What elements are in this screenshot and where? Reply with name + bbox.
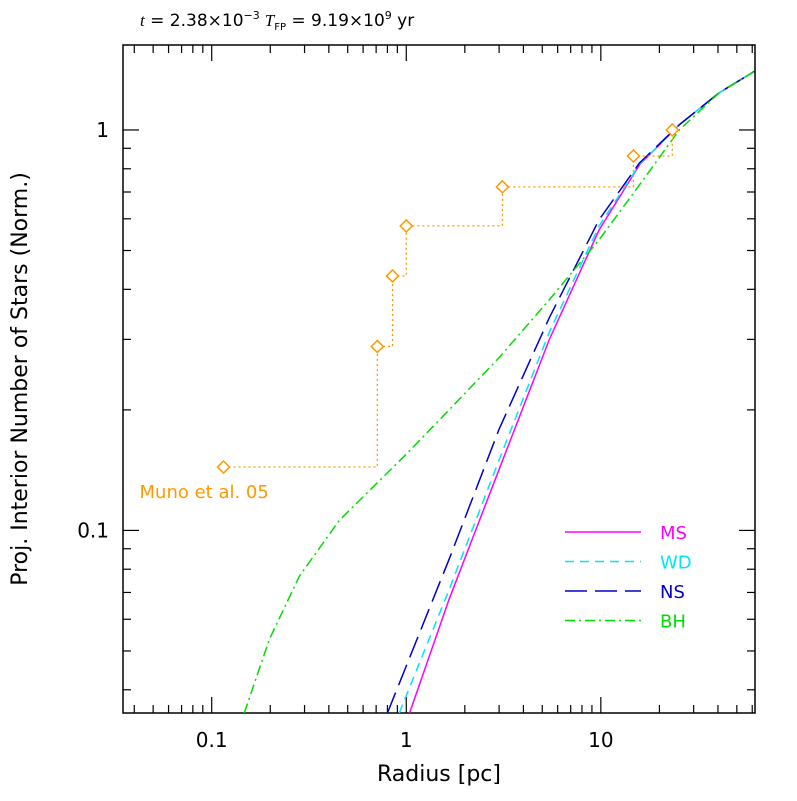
data-point xyxy=(626,148,641,164)
legend-label: WD xyxy=(660,553,692,574)
data-point xyxy=(495,179,510,194)
y-tick-label: 1 xyxy=(96,118,109,142)
title-part: t xyxy=(140,11,146,30)
data-point xyxy=(665,122,680,138)
legend-label: BH xyxy=(660,612,686,633)
plot-area xyxy=(216,70,755,713)
title-part: T xyxy=(265,11,276,30)
x-tick-label: 10 xyxy=(588,728,613,752)
data-point xyxy=(399,218,414,233)
series-label: Muno et al. 05 xyxy=(140,482,269,503)
title-part: = 2.38×10 xyxy=(145,11,244,31)
series-line xyxy=(408,70,755,713)
title-part: 9 xyxy=(385,9,392,22)
data-point xyxy=(385,268,400,284)
x-tick-label: 1 xyxy=(400,728,413,752)
title-part: FP xyxy=(274,22,286,33)
plot-frame xyxy=(122,44,756,714)
series-line xyxy=(398,70,755,713)
legend-label: MS xyxy=(660,523,687,544)
x-tick-label: 0.1 xyxy=(196,728,228,752)
series-line xyxy=(223,129,673,468)
chart-title: t = 2.38×10−3 TFP = 9.19×109 yr xyxy=(140,9,414,33)
data-point xyxy=(216,459,231,475)
y-tick-label: 0.1 xyxy=(77,518,109,542)
legend-label: NS xyxy=(660,582,685,603)
y-axis-label: Proj. Interior Number of Stars (Norm.) xyxy=(8,172,33,586)
title-part: yr xyxy=(392,11,414,31)
data-point xyxy=(370,339,385,354)
title-part: = 9.19×10 xyxy=(286,11,385,31)
x-axis-label: Radius [pc] xyxy=(377,762,501,787)
series-line xyxy=(386,70,755,713)
title-part: −3 xyxy=(244,9,260,22)
